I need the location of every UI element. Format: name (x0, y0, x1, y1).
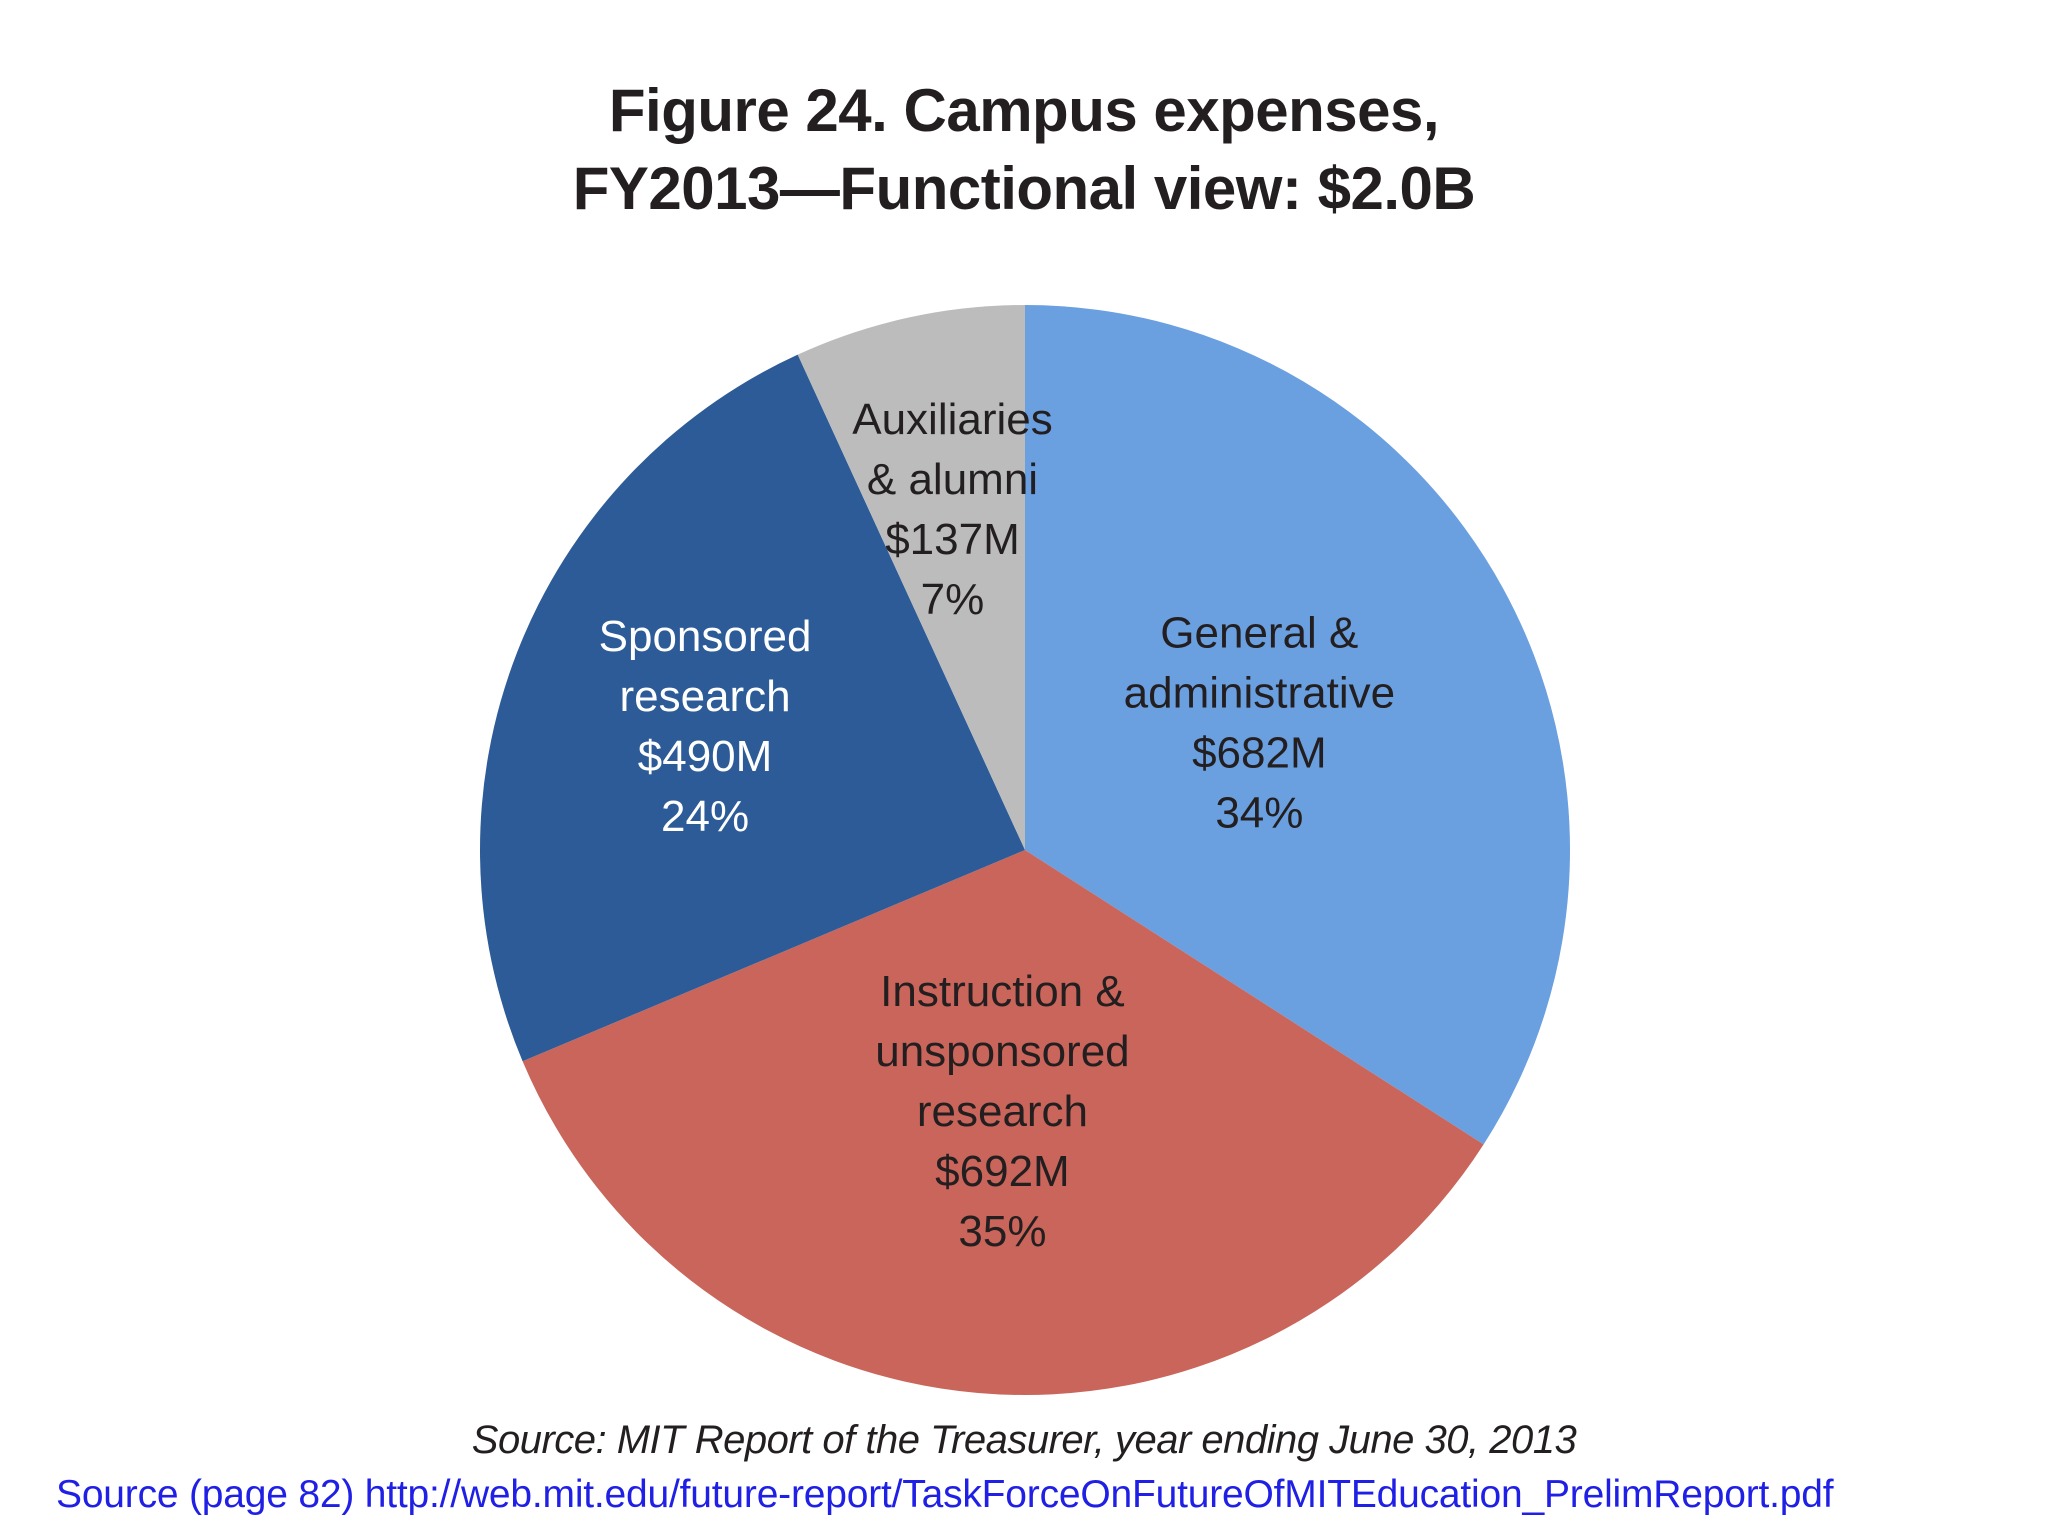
pie-slice-3 (480, 354, 1025, 1062)
chart-title-line-2: FY2013—Functional view: $2.0B (572, 155, 1476, 222)
source-link[interactable]: Source (page 82) http://web.mit.edu/futu… (56, 1473, 1834, 1516)
source-note: Source: MIT Report of the Treasurer, yea… (471, 1418, 1577, 1462)
slice-label-line: Auxiliaries (852, 395, 1053, 444)
slice-label-line: Sponsored (599, 612, 812, 661)
slice-label-line: $137M (885, 515, 1020, 564)
slice-label-1: General & administrative $682M 34% (1124, 608, 1395, 837)
chart-title-line-1: Figure 24. Campus expenses, (608, 77, 1440, 144)
slice-label-line: 24% (661, 792, 749, 841)
slice-label-line: 34% (1215, 788, 1303, 837)
slice-label-line: administrative (1124, 668, 1395, 717)
slice-label-line: 7% (921, 575, 985, 624)
pie-slice-2 (522, 850, 1484, 1395)
pie-slice-1 (1025, 305, 1570, 1145)
slice-label-line: $692M (935, 1147, 1070, 1196)
slice-label-4: Auxiliaries & alumni $137M 7% (852, 395, 1053, 624)
slice-label-2: Instruction & unsponsored research $692M 35% (875, 967, 1129, 1256)
slice-label-line: General & (1160, 608, 1358, 657)
slice-label-3: Sponsored research $490M 24% (599, 612, 812, 841)
slice-label-line: research (619, 672, 790, 721)
slice-label-line: research (917, 1087, 1088, 1136)
slice-label-line: $490M (638, 732, 773, 781)
slice-label-line: 35% (958, 1207, 1046, 1256)
slice-label-line: & alumni (867, 455, 1038, 504)
slice-label-line: Instruction & (880, 967, 1125, 1016)
pie-slice-4 (797, 305, 1025, 850)
slice-label-line: unsponsored (875, 1027, 1129, 1076)
slice-label-line: $682M (1192, 728, 1327, 777)
